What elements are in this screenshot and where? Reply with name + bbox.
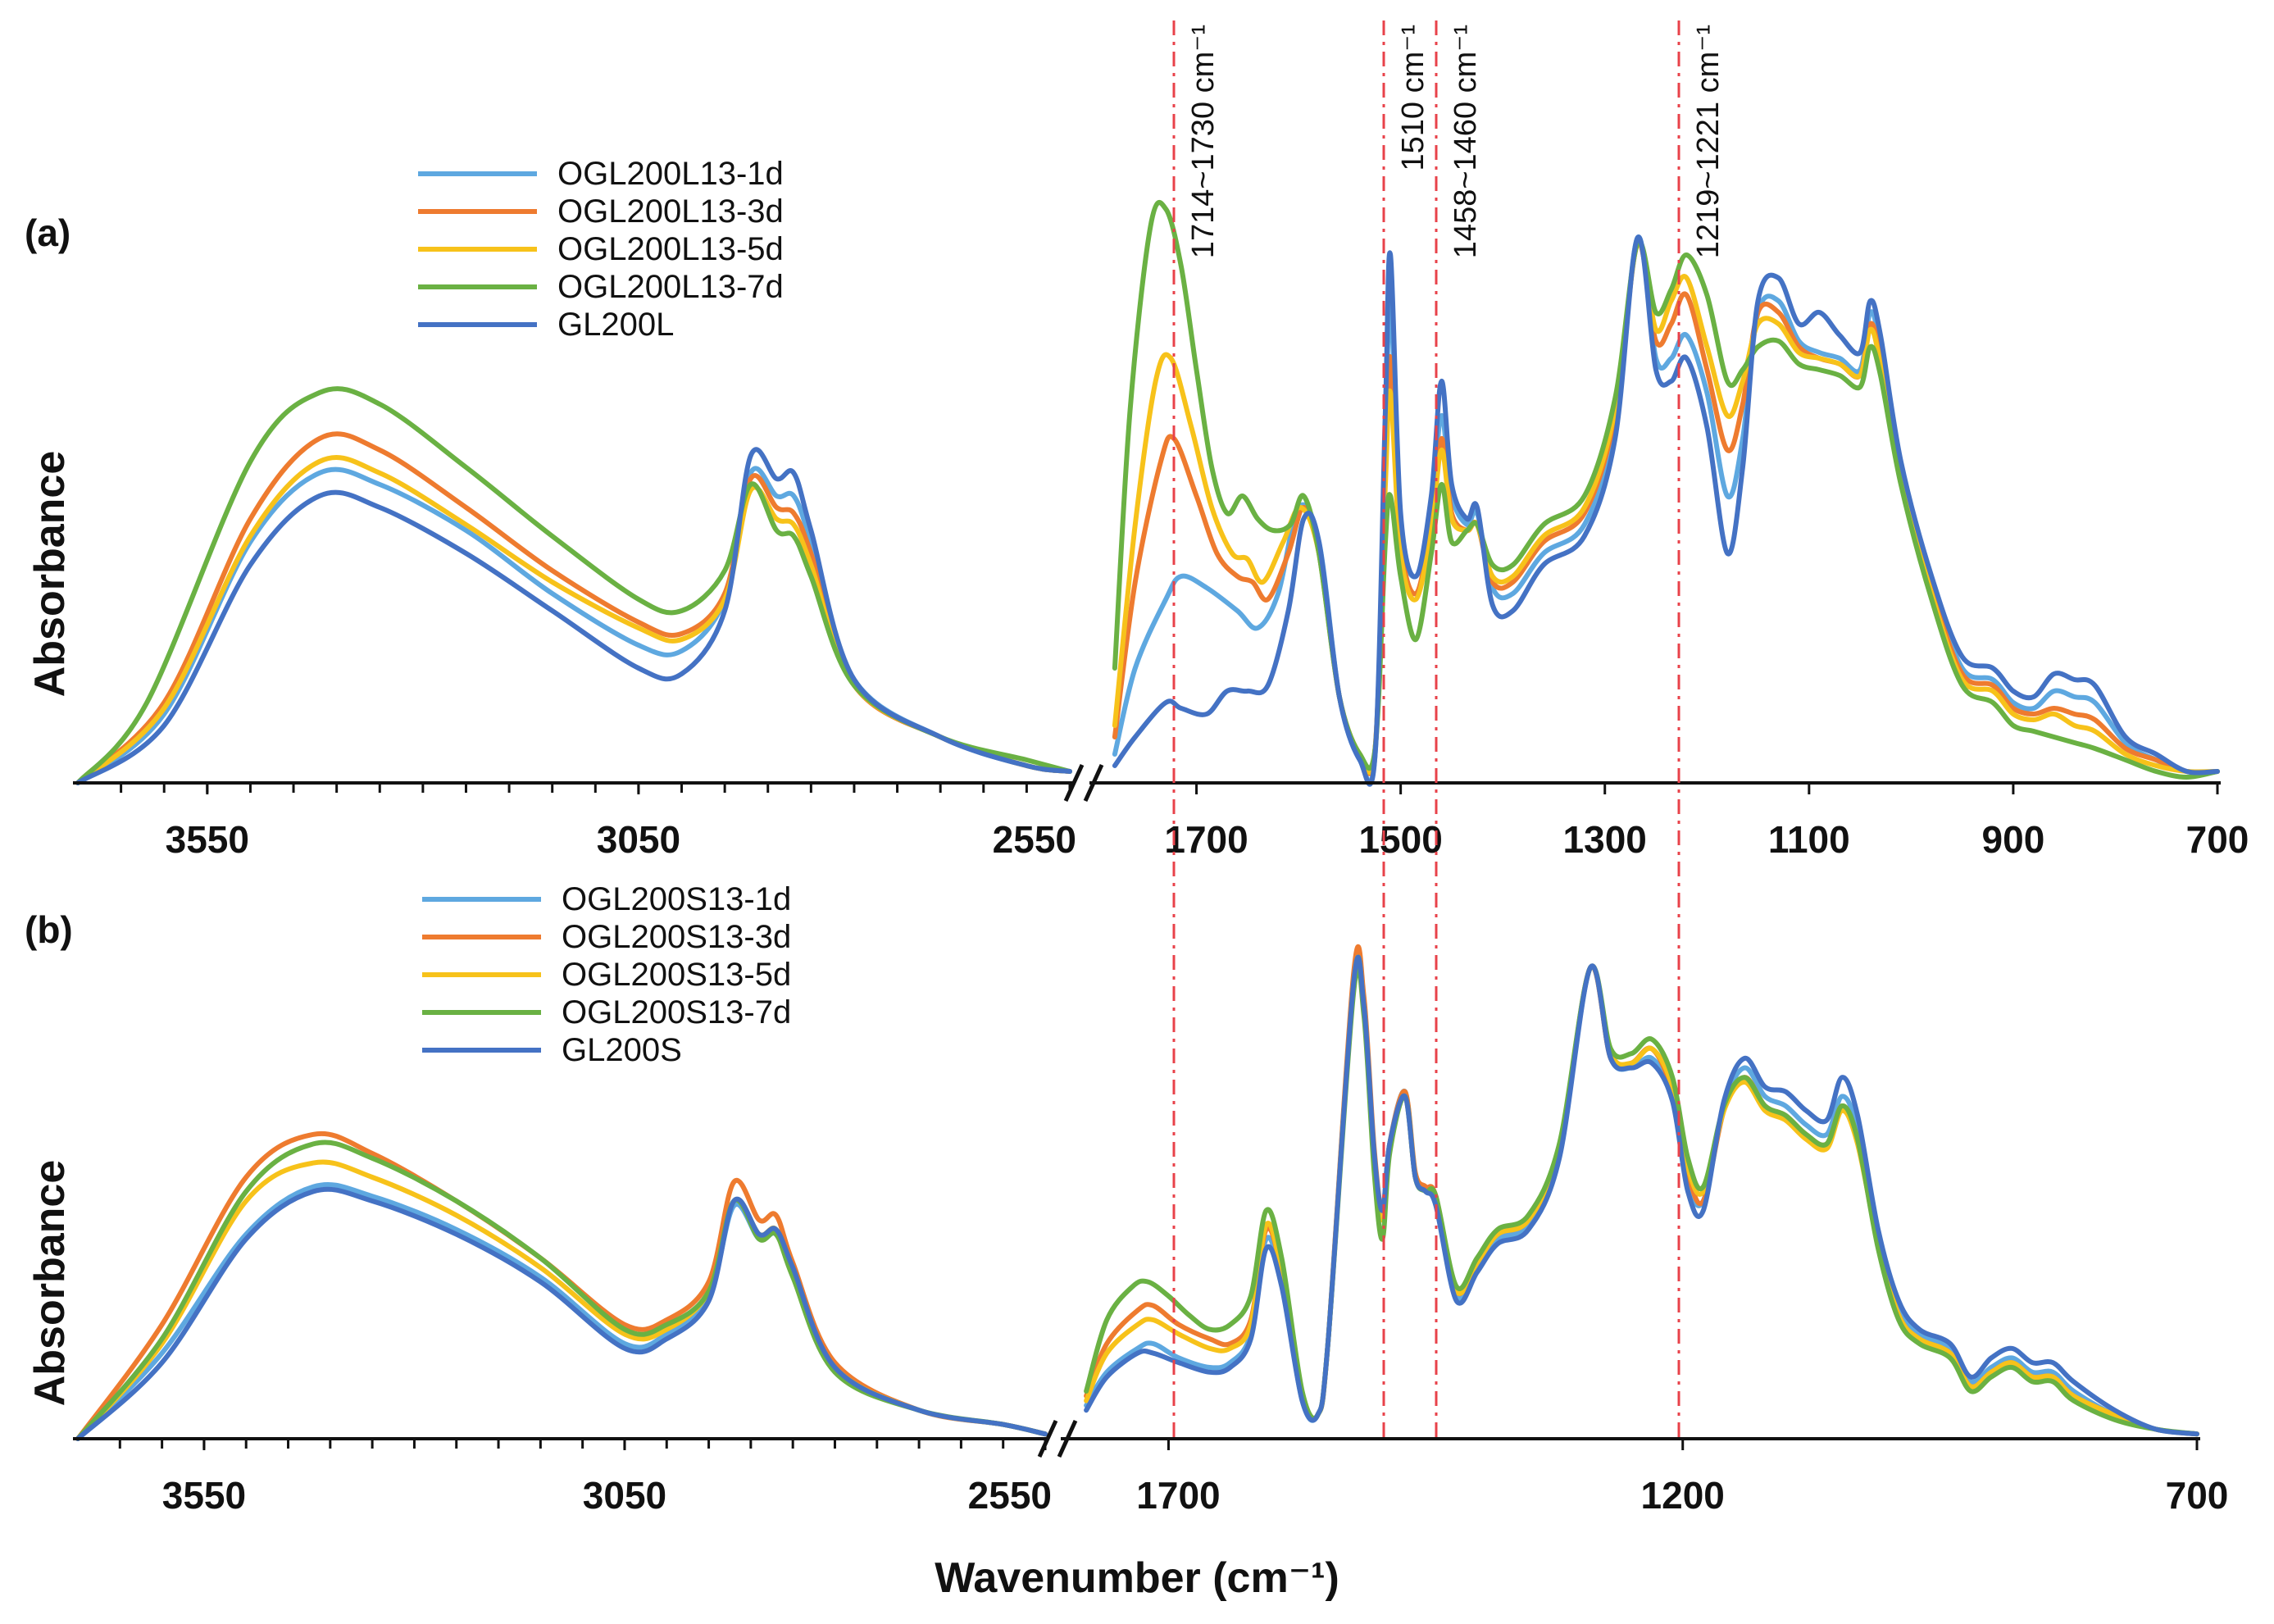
peak-annotation-0: 1714~1730 cm⁻¹ bbox=[1186, 25, 1221, 258]
panel-a-series-3-high-line bbox=[75, 385, 1072, 785]
panel-b-series-4-high-line bbox=[75, 1186, 1048, 1441]
panel-b-legend: OGL200S13-1dOGL200S13-3dOGL200S13-5dOGL2… bbox=[422, 881, 791, 1068]
panel-a-tick-label-2550: 2550 bbox=[993, 818, 1076, 861]
panel-a-series-lines bbox=[75, 199, 2220, 787]
panel-b-legend-label-4: GL200S bbox=[562, 1032, 682, 1068]
peak-annotations: 1714~1730 cm⁻¹ 1510 cm⁻¹ 1458~1460 cm⁻¹ 121… bbox=[1186, 25, 1726, 258]
panel-a-tick-label-1500: 1500 bbox=[1358, 818, 1442, 861]
panel-b: (b) Absorbance 3550 3050 2550 1700 1200 700 O… bbox=[25, 881, 2228, 1517]
panel-a-tick-label-1100: 1100 bbox=[1768, 818, 1850, 861]
panel-a-tick-label-700: 700 bbox=[2186, 818, 2249, 861]
panel-b-tick-label-700: 700 bbox=[2166, 1474, 2229, 1517]
panel-a-tick-label-3050: 3050 bbox=[597, 818, 680, 861]
panel-a-tick-label-3550: 3550 bbox=[166, 818, 249, 861]
panel-a-legend-label-3: OGL200L13-7d bbox=[557, 269, 784, 305]
panel-b-series-3-low-line bbox=[1084, 963, 2199, 1437]
panel-a-tick-label-1300: 1300 bbox=[1563, 818, 1647, 861]
panel-b-x-axis: 3550 3050 2550 1700 1200 700 bbox=[73, 1419, 2229, 1517]
panel-a-tick-label-900: 900 bbox=[1982, 818, 2045, 861]
panel-a-tick-label-1700: 1700 bbox=[1164, 818, 1248, 861]
panel-b-series-1-high-line bbox=[75, 1130, 1048, 1441]
panel-a: (a) Absorbance 3550 3050 2550 1700 1500 1300 1… bbox=[25, 156, 2249, 861]
panel-b-y-axis-label: Absorbance bbox=[26, 1160, 74, 1407]
panel-a-legend-label-2: OGL200L13-5d bbox=[557, 231, 784, 267]
panel-b-series-4-low-line bbox=[1084, 954, 2199, 1437]
panel-a-axis-break-mark-0 bbox=[1063, 763, 1085, 803]
panel-b-label: (b) bbox=[25, 908, 73, 951]
panel-b-tick-label-1200: 1200 bbox=[1641, 1474, 1725, 1517]
reference-lines bbox=[1172, 20, 1680, 1443]
panel-a-legend-label-4: GL200L bbox=[557, 307, 674, 343]
panel-a-legend: OGL200L13-1dOGL200L13-3dOGL200L13-5dOGL2… bbox=[418, 156, 784, 343]
panel-a-series-4-low-line bbox=[1112, 234, 2220, 787]
panel-b-tick-label-2550: 2550 bbox=[968, 1474, 1052, 1517]
peak-annotation-2: 1458~1460 cm⁻¹ bbox=[1449, 25, 1483, 258]
panel-b-tick-label-3050: 3050 bbox=[583, 1474, 666, 1517]
panel-b-legend-label-1: OGL200S13-3d bbox=[562, 919, 791, 955]
panel-b-axis-break-mark-0 bbox=[1037, 1419, 1058, 1458]
panel-b-series-3-high-line bbox=[75, 1140, 1048, 1441]
panel-b-legend-label-0: OGL200S13-1d bbox=[562, 881, 791, 917]
panel-a-series-4-high-line bbox=[75, 447, 1072, 785]
panel-b-axis-break-mark-1 bbox=[1057, 1419, 1078, 1458]
panel-a-legend-label-0: OGL200L13-1d bbox=[557, 156, 784, 192]
peak-annotation-1: 1510 cm⁻¹ bbox=[1396, 25, 1430, 171]
panel-b-tick-label-3550: 3550 bbox=[162, 1474, 246, 1517]
panel-a-axis-break-mark-1 bbox=[1083, 763, 1104, 803]
panel-b-legend-label-3: OGL200S13-7d bbox=[562, 994, 791, 1030]
x-axis-title: Wavenumber (cm⁻¹) bbox=[935, 1554, 1339, 1602]
panel-b-legend-label-2: OGL200S13-5d bbox=[562, 957, 791, 993]
panel-a-y-axis-label: Absorbance bbox=[26, 451, 74, 698]
panel-a-series-3-low-line bbox=[1112, 199, 2220, 780]
panel-a-legend-label-1: OGL200L13-3d bbox=[557, 193, 784, 230]
panel-a-x-axis: 3550 3050 2550 1700 1500 1300 1100 900 700 bbox=[73, 763, 2249, 861]
panel-b-series-lines bbox=[75, 944, 2199, 1441]
panel-a-label: (a) bbox=[25, 212, 70, 254]
peak-annotation-3: 1219~1221 cm⁻¹ bbox=[1691, 25, 1726, 258]
panel-b-tick-label-1700: 1700 bbox=[1136, 1474, 1220, 1517]
